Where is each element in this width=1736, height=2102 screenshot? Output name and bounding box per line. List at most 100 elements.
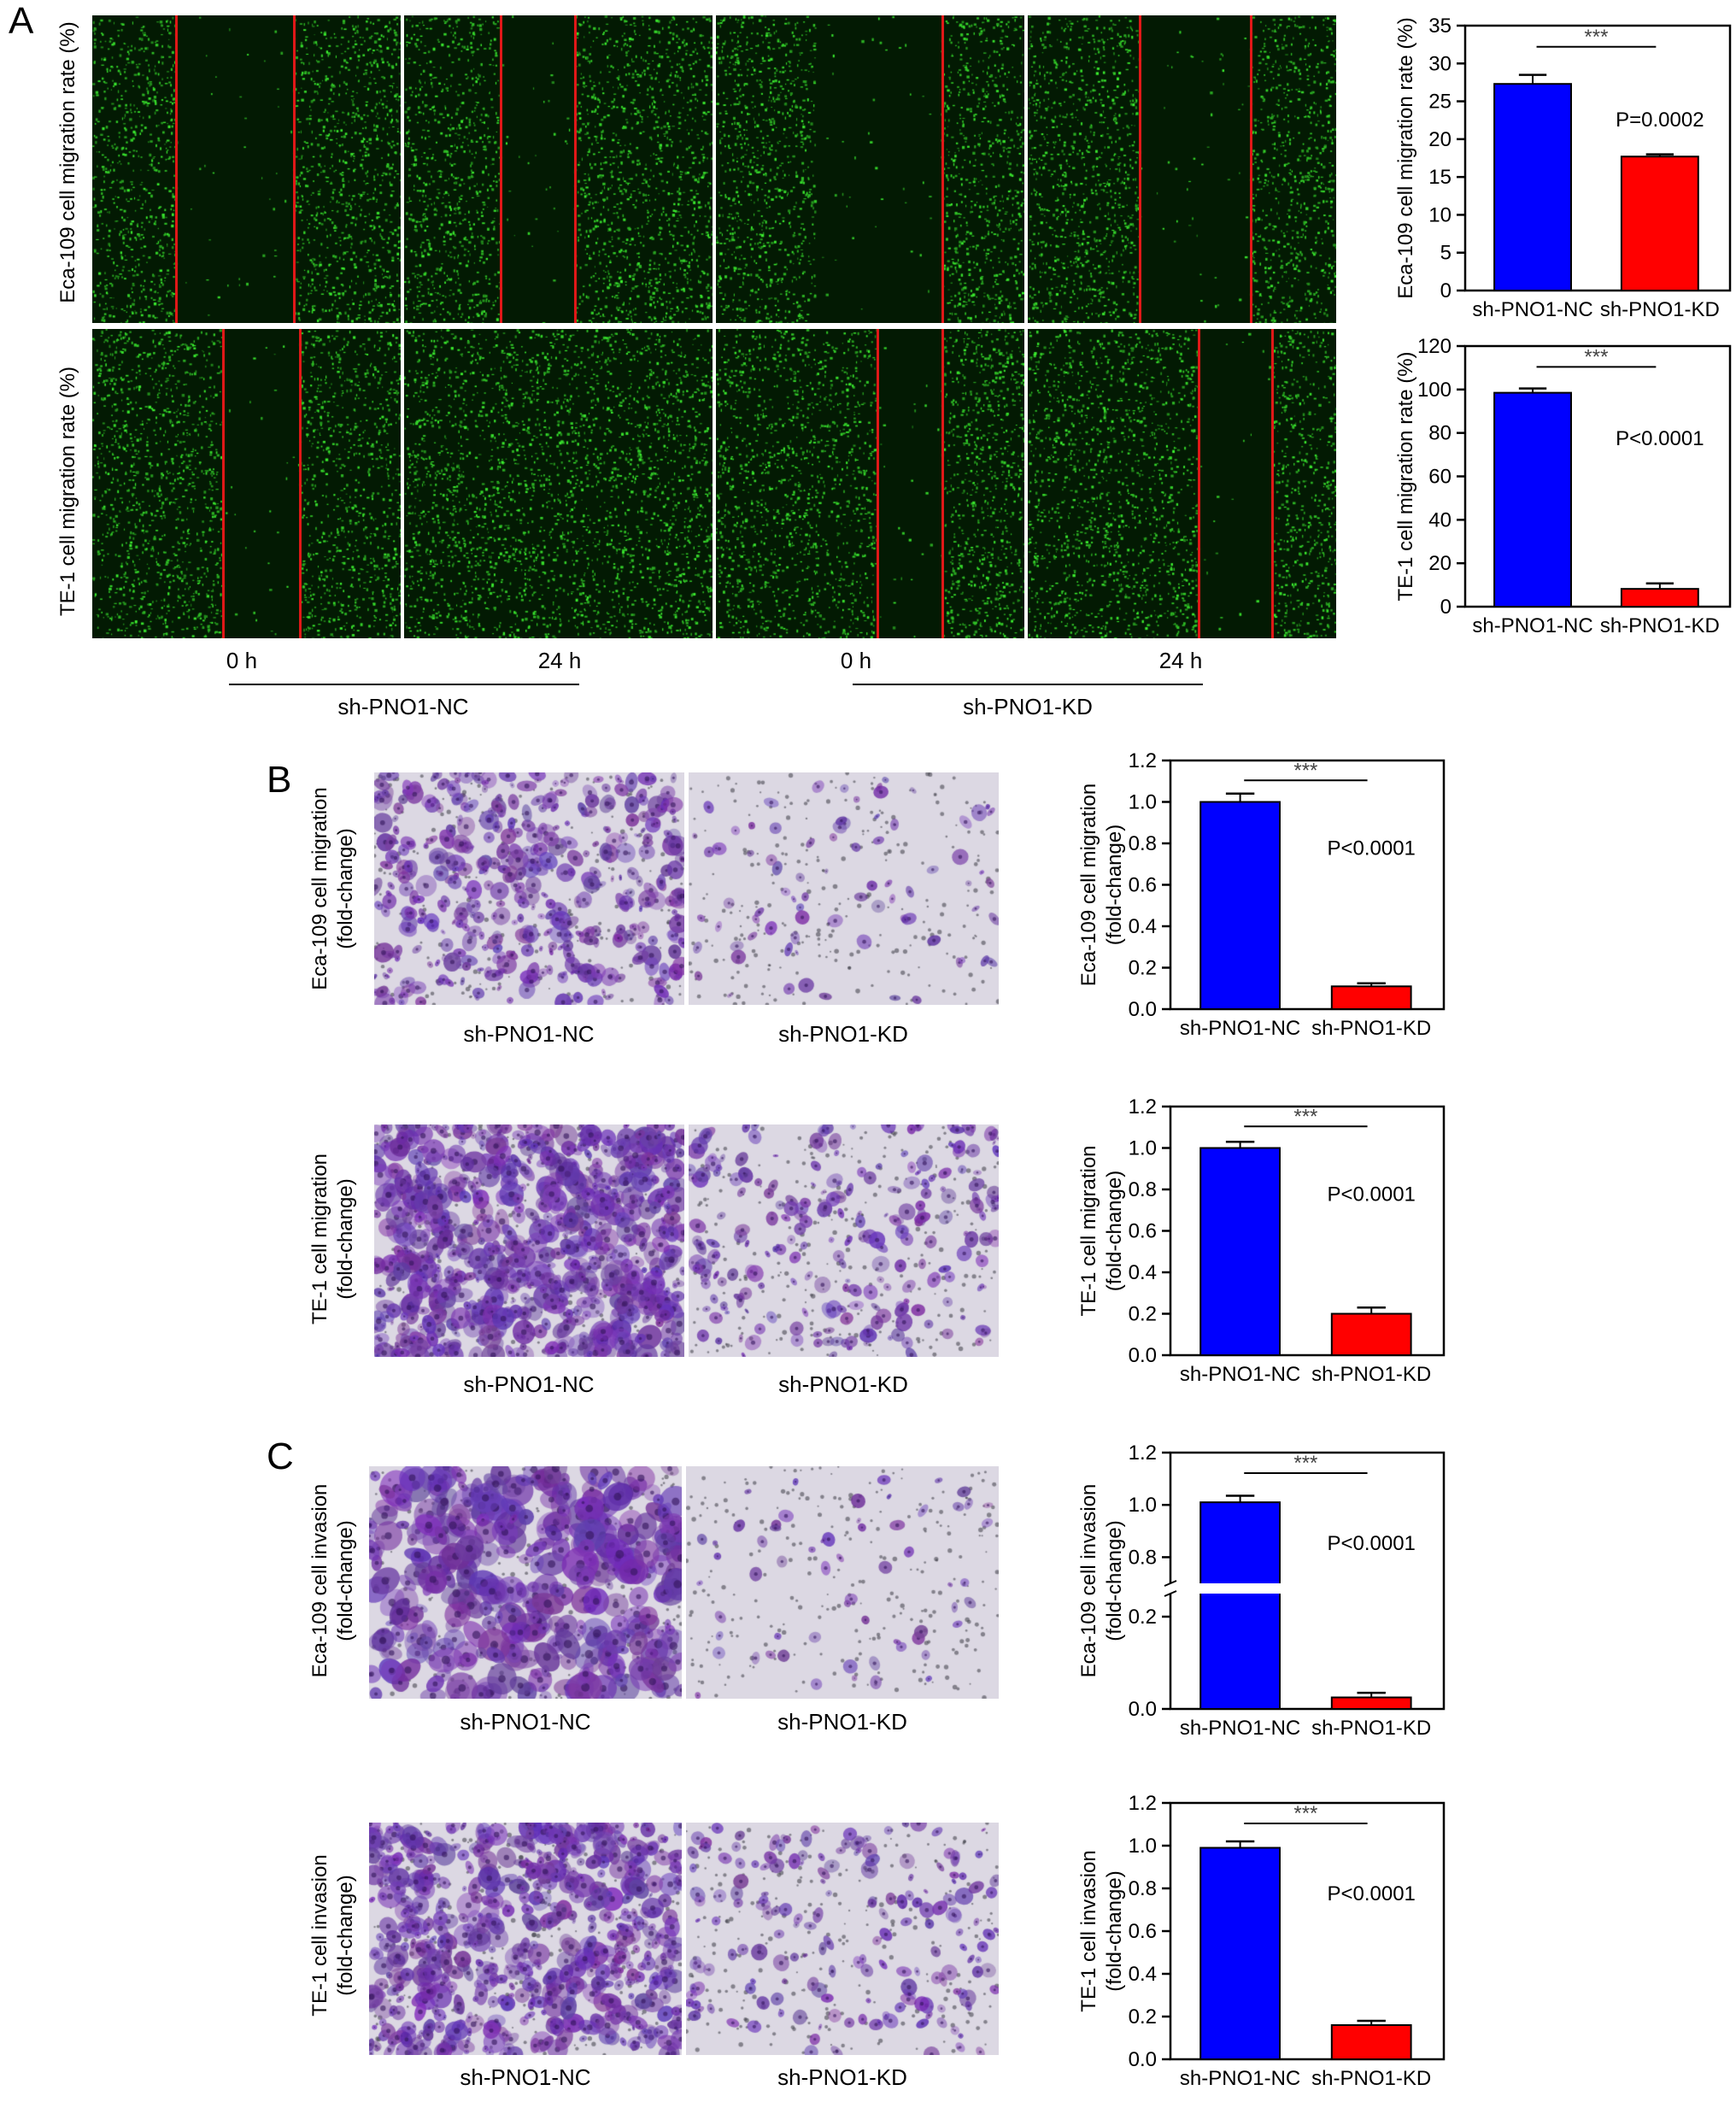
x-category-label: sh-PNO1-NC — [1180, 1363, 1300, 1386]
significance-stars: *** — [1293, 759, 1317, 782]
y-tick-label: 35 — [1428, 15, 1452, 38]
group-label-nc: sh-PNO1-NC — [337, 694, 469, 719]
stain-texture — [369, 1466, 682, 1699]
time-label-kd-24h: 24 h — [1158, 648, 1203, 673]
wound-image-te1-nc-0h — [92, 329, 401, 638]
x-category-label: sh-PNO1-NC — [1180, 1717, 1300, 1740]
y-tick-label: 15 — [1428, 166, 1452, 189]
transwell-image-eca109-invasion-nc — [369, 1466, 682, 1699]
fluorescence-texture — [716, 15, 1024, 323]
row-label-line-1: TE-1 cell migration — [308, 1153, 331, 1325]
transwell-image-te1-invasion-nc — [369, 1823, 682, 2055]
y-tick-label: 20 — [1428, 128, 1452, 151]
p-value-label: P<0.0001 — [1616, 427, 1704, 450]
bar-nc — [1493, 391, 1573, 608]
p-value-label: P<0.0001 — [1327, 837, 1415, 860]
y-tick-label: 0.8 — [1129, 1546, 1157, 1569]
row-label-te1-migration: TE-1 cell migration (fold-change) — [308, 1154, 359, 1324]
y-tick-label: 30 — [1428, 52, 1452, 75]
time-label-nc-24h: 24 h — [537, 648, 582, 673]
y-axis-label: Eca-109 cell migration rate (%) — [1394, 17, 1417, 298]
stain-texture — [689, 1124, 999, 1357]
image-label-kd: sh-PNO1-KD — [778, 1371, 908, 1397]
image-label-nc: sh-PNO1-NC — [463, 1371, 595, 1397]
y-axis-label: (fold-change) — [1103, 1171, 1126, 1291]
panel-label-a: A — [9, 0, 34, 42]
chart-te1-migration-fold: 0.0 0.2 0.4 0.6 0.8 1.0 1.2 TE-1 cell migration… — [1077, 1095, 1446, 1386]
y-tick-label: 0.0 — [1129, 1698, 1157, 1721]
y-axis-label: TE-1 cell migration — [1077, 1145, 1100, 1316]
fluorescence-texture — [92, 15, 401, 323]
chart-te1-invasion-fold: 0.0 0.2 0.4 0.6 0.8 1.0 1.2 TE-1 cell invasion(… — [1077, 1792, 1446, 2090]
plot-frame — [1463, 24, 1732, 292]
p-value-label: P<0.0001 — [1327, 1532, 1415, 1555]
group-line-kd — [853, 684, 1203, 685]
row-label-line-2: (fold-change) — [334, 1875, 357, 1996]
y-axis-label: TE-1 cell invasion — [1077, 1850, 1100, 2011]
row-label-line-2: (fold-change) — [334, 1178, 357, 1300]
y-tick-label: 80 — [1428, 422, 1452, 445]
fluorescence-texture — [404, 15, 713, 323]
x-category-label: sh-PNO1-KD — [1600, 298, 1720, 321]
bar-kd — [1330, 2024, 1412, 2060]
bar-break-gap — [1199, 1583, 1281, 1594]
y-tick-label: 0.0 — [1129, 998, 1157, 1021]
group-line-nc — [229, 684, 579, 685]
fluorescence-texture — [716, 329, 1024, 638]
row-label-eca109-migration: Eca-109 cell migration (fold-change) — [308, 787, 359, 989]
transwell-image-eca109-invasion-kd — [686, 1466, 999, 1699]
axis-break-mark — [1164, 1590, 1177, 1597]
transwell-image-eca109-migration-kd — [689, 772, 999, 1005]
y-tick-label: 25 — [1428, 91, 1452, 114]
p-value-label: P<0.0001 — [1327, 1183, 1415, 1207]
significance-stars: *** — [1293, 1802, 1317, 1825]
row-label-te1-migration-rate: TE-1 cell migration rate (%) — [56, 366, 79, 617]
y-tick-label: 0 — [1440, 279, 1452, 302]
significance-stars: *** — [1584, 345, 1608, 368]
wound-image-eca109-kd-24h — [1028, 15, 1336, 323]
y-tick-label: 1.0 — [1129, 1494, 1157, 1517]
chart-eca109-invasion-fold: 0.0 0.2 0.8 1.0 1.2 Eca-109 cell invasion (fol… — [1077, 1441, 1446, 1740]
y-tick-label: 1.0 — [1129, 1835, 1157, 1858]
row-label-line-2: (fold-change) — [334, 1520, 357, 1641]
x-category-label: sh-PNO1-NC — [1180, 2067, 1300, 2090]
p-value-label: P=0.0002 — [1616, 109, 1704, 132]
y-axis-label: (fold-change) — [1103, 825, 1126, 945]
fluorescence-texture — [1028, 15, 1336, 323]
y-tick-label: 0.4 — [1129, 915, 1157, 938]
row-label-line-1: Eca-109 cell migration — [308, 787, 331, 990]
y-tick-label: 1.0 — [1129, 1137, 1157, 1160]
row-label-line-1: Eca-109 cell invasion — [308, 1483, 331, 1678]
x-category-label: sh-PNO1-KD — [1311, 2067, 1431, 2090]
bar-nc — [1199, 1501, 1281, 1710]
x-category-label: sh-PNO1-KD — [1311, 1717, 1431, 1740]
stain-texture — [374, 772, 684, 1005]
x-category-label: sh-PNO1-NC — [1472, 298, 1592, 321]
bar-kd — [1620, 156, 1699, 291]
wound-image-eca109-nc-24h — [404, 15, 713, 323]
wound-image-te1-nc-24h — [404, 329, 713, 638]
y-tick-label: 0.6 — [1129, 874, 1157, 897]
row-label-eca109-invasion: Eca-109 cell invasion (fold-change) — [308, 1484, 359, 1678]
y-axis-label: Eca-109 cell migration — [1077, 784, 1100, 986]
image-label-nc: sh-PNO1-NC — [460, 2064, 591, 2090]
p-value-label: P<0.0001 — [1327, 1882, 1415, 1905]
y-tick-label: 100 — [1417, 379, 1452, 402]
y-tick-label: 5 — [1440, 242, 1452, 265]
stain-texture — [686, 1823, 999, 2055]
fluorescence-texture — [404, 329, 713, 638]
transwell-image-eca109-migration-nc — [374, 772, 684, 1005]
bar-kd — [1330, 1312, 1412, 1356]
bar-kd — [1330, 1696, 1412, 1710]
stain-texture — [686, 1466, 999, 1699]
bar-kd — [1620, 588, 1699, 608]
y-tick-label: 0.6 — [1129, 1920, 1157, 1943]
chart-eca109-migration-fold: 0.0 0.2 0.4 0.6 0.8 1.0 1.2 Eca-109 cell migrat… — [1077, 749, 1446, 1040]
stain-texture — [369, 1823, 682, 2055]
y-tick-label: 0.2 — [1129, 957, 1157, 980]
stain-texture — [689, 772, 999, 1005]
time-label-nc-0h: 0 h — [226, 648, 258, 673]
y-tick-label: 40 — [1428, 508, 1452, 531]
bar-nc — [1199, 801, 1281, 1010]
